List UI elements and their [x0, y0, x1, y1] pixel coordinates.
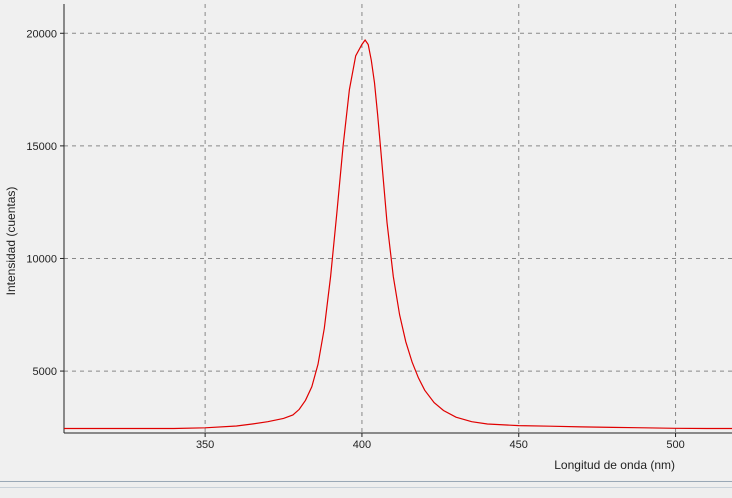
- y-tick-label: 15000: [26, 141, 57, 153]
- y-tick-label: 20000: [26, 28, 57, 40]
- series-line: [64, 38, 732, 430]
- panel-divider: [0, 481, 732, 482]
- ticks: 350 400 450 500 5000 10000 15000 20000: [26, 28, 684, 451]
- x-axis-title: Longitud de onda (nm): [554, 458, 675, 472]
- x-tick-label: 450: [510, 439, 528, 451]
- axes: [63, 4, 732, 434]
- x-tick-label: 350: [196, 439, 214, 451]
- y-axis-title: Intensidad (cuentas): [4, 187, 18, 296]
- bottom-panel: [0, 480, 732, 498]
- y-tick-label: 10000: [26, 253, 57, 265]
- x-tick-label: 500: [666, 439, 684, 451]
- x-tick-label: 400: [353, 439, 371, 451]
- panel-divider-2: [0, 487, 732, 488]
- y-tick-label: 5000: [33, 366, 57, 378]
